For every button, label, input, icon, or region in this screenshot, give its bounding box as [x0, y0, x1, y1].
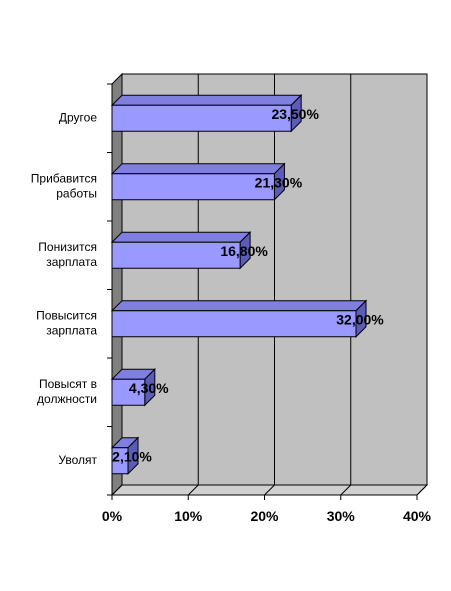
category-label: Прибавится работы	[31, 171, 97, 200]
x-tick-label: 0%	[102, 508, 123, 524]
gridlines	[111, 74, 428, 496]
bar-front	[111, 378, 146, 406]
data-label: 21,30%	[255, 174, 303, 190]
category-label: Повысится зарплата	[36, 308, 97, 337]
bar-top	[110, 94, 303, 106]
bar-top	[110, 231, 252, 243]
data-label: 2,10%	[112, 448, 152, 464]
category-label: Повысят в должности	[37, 377, 97, 406]
bar	[110, 368, 156, 407]
x-tick-label: 10%	[174, 508, 203, 524]
floor-gridline	[264, 484, 275, 496]
bar	[110, 231, 252, 270]
category-label-line: Понизится	[38, 240, 97, 254]
bar-top	[110, 300, 368, 312]
bar-front	[111, 104, 292, 132]
category-label-line: Прибавится	[31, 171, 97, 185]
bar	[110, 162, 286, 201]
floor-gridline	[416, 484, 428, 496]
bar-front	[111, 310, 357, 338]
data-label: 32,00%	[336, 311, 384, 327]
category-label-line: работы	[56, 186, 97, 200]
x-tick-label: 30%	[327, 508, 356, 524]
x-tick-label: 20%	[250, 508, 279, 524]
bar-front	[111, 447, 129, 475]
floor-gridline	[187, 484, 199, 496]
bars	[110, 94, 368, 475]
category-label: Понизится зарплата	[38, 240, 97, 269]
floor-gridline	[111, 484, 123, 496]
category-label-line: Уволят	[58, 453, 97, 467]
data-label: 16,80%	[220, 243, 268, 259]
floor-gridline	[340, 484, 352, 496]
bar-front	[111, 173, 275, 201]
category-label-line: Другое	[59, 110, 97, 124]
bar-top	[110, 163, 286, 175]
bar-front	[111, 241, 241, 269]
category-label-line: Повысится	[36, 308, 97, 322]
data-label: 4,30%	[129, 380, 169, 396]
category-label-line: Повысят в	[39, 377, 97, 391]
category-label-line: должности	[37, 392, 97, 406]
category-label-line: зарплата	[46, 323, 97, 337]
category-label-line: зарплата	[46, 255, 97, 269]
axes	[107, 83, 418, 500]
x-tick-labels: 0% 10% 20% 30% 40%	[102, 508, 432, 524]
plot-walls	[110, 72, 429, 497]
plot-side-wall	[111, 72, 123, 497]
data-label: 23,50%	[271, 106, 319, 122]
category-label: Другое	[59, 110, 97, 124]
bar	[110, 436, 140, 475]
category-label: Уволят	[58, 453, 97, 467]
x-tick-label: 40%	[403, 508, 432, 524]
data-labels: 23,50% 21,30% 16,80% 32,00% 4,30% 2,10%	[112, 106, 384, 465]
bar	[110, 299, 368, 338]
bar	[110, 94, 303, 133]
